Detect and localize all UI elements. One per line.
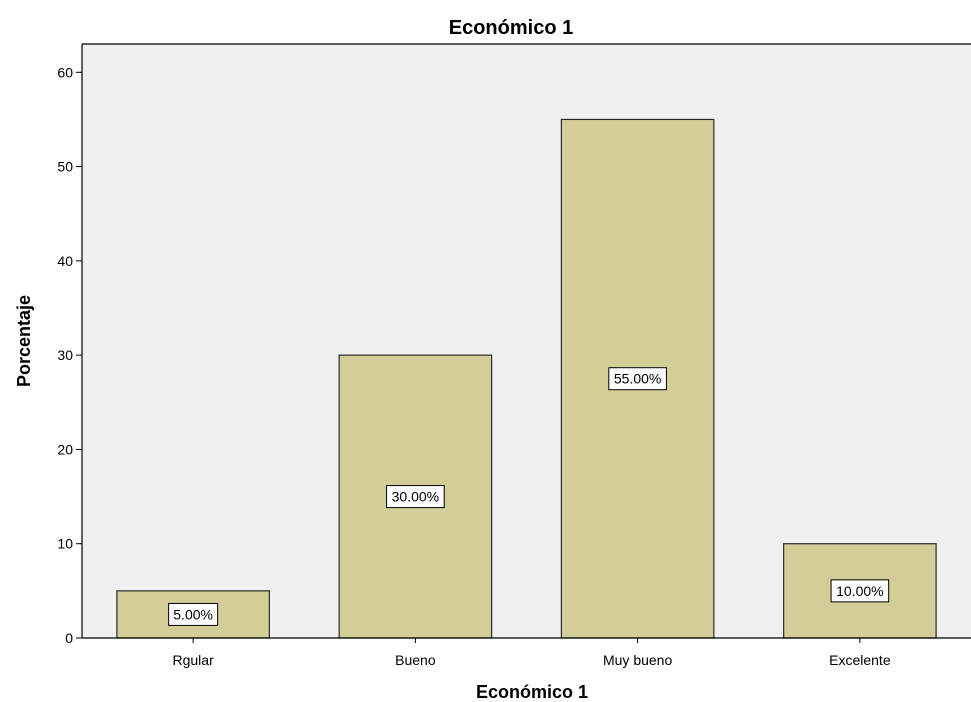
y-axis: 0 10 20 30 40 50 60 [57, 43, 971, 646]
data-labels-group: 5.00% 30.00% 55.00% 10.00% [168, 367, 890, 626]
x-tick-label-0: Rgular [173, 652, 215, 668]
x-tick-label-3: Excelente [829, 652, 891, 668]
data-label-box-1 [386, 485, 445, 509]
y-axis-label: Porcentaje [14, 295, 34, 387]
y-tick-label-4: 40 [57, 253, 73, 269]
y-tick-label-2: 20 [57, 441, 73, 457]
y-tick-label-6: 60 [57, 64, 73, 80]
data-label-0: 5.00% [168, 602, 219, 626]
y-tick-label-1: 10 [57, 536, 73, 552]
data-label-text-2: 55.00% [614, 371, 661, 387]
x-tick-label-2: Muy bueno [603, 652, 672, 668]
x-axis-label: Económico 1 [476, 682, 588, 702]
x-tick-label-1: Bueno [395, 652, 436, 668]
data-label-3: 10.00% [830, 579, 890, 603]
y-tick-label-3: 30 [57, 347, 73, 363]
data-label-box-2 [608, 367, 667, 391]
data-label-text-3: 10.00% [836, 583, 883, 599]
data-label-box-3 [830, 579, 890, 603]
chart-title: Económico 1 [449, 17, 573, 39]
data-label-2: 55.00% [608, 367, 667, 391]
data-label-text-1: 30.00% [392, 489, 439, 505]
y-tick-label-0: 0 [65, 630, 73, 646]
y-tick-label-5: 50 [57, 159, 73, 175]
data-label-box-0 [168, 602, 219, 626]
x-axis: Rgular Bueno Muy bueno Excelente [82, 637, 971, 668]
plot-area [82, 44, 971, 638]
data-label-text-0: 5.00% [173, 606, 213, 622]
data-label-1: 30.00% [386, 485, 445, 509]
